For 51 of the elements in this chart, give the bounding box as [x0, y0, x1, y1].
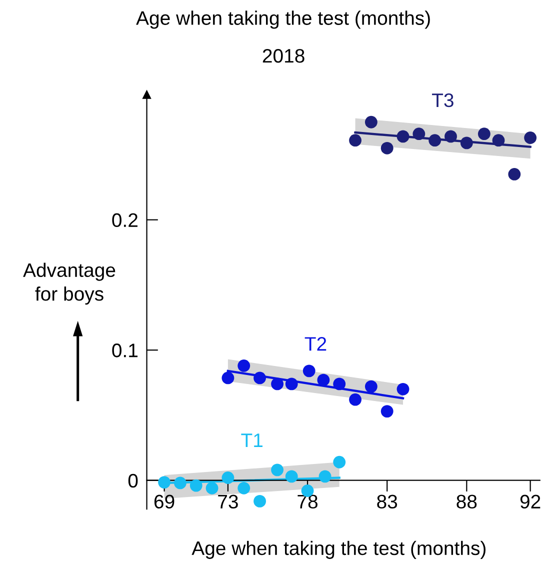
point: [271, 378, 284, 390]
point: [222, 372, 234, 384]
point: [444, 130, 457, 143]
y-tick-label: 0.2: [112, 213, 138, 228]
point: [428, 134, 442, 147]
point: [364, 116, 378, 128]
y-axis-title: Advantage for boys: [23, 262, 116, 305]
x-tick-label: 92: [520, 494, 540, 509]
point: [206, 482, 218, 494]
point: [333, 378, 346, 390]
point: [302, 364, 316, 378]
x-axis-title: Age when taking the test (months): [192, 540, 486, 559]
x-tick-label: 83: [377, 494, 398, 509]
point: [508, 168, 521, 180]
point: [396, 130, 410, 143]
point: [412, 128, 426, 140]
y-tick-label: 0: [128, 474, 138, 488]
point: [380, 142, 394, 154]
y-tick-label: 0.1: [112, 344, 138, 358]
chart-subtitle: 2018: [262, 48, 304, 63]
x-tick-label: 69: [154, 494, 174, 509]
chart-title: Age when taking the test (months): [136, 10, 430, 29]
point: [492, 134, 505, 147]
point: [318, 470, 332, 483]
point: [238, 482, 250, 494]
point: [349, 134, 362, 147]
x-tick-label: 78: [298, 494, 318, 509]
point: [158, 476, 170, 489]
point: [174, 476, 186, 490]
x-tick-label: 88: [456, 494, 477, 509]
point: [349, 393, 362, 406]
point: [238, 360, 250, 372]
point: [285, 378, 298, 390]
point: [190, 479, 202, 492]
point: [333, 456, 346, 468]
point: [364, 380, 378, 393]
x-tick-label: 73: [218, 494, 238, 509]
point: [396, 382, 410, 396]
point: [460, 136, 473, 150]
point: [380, 405, 394, 418]
point: [478, 128, 490, 140]
series-label: T2: [304, 336, 326, 351]
point: [524, 132, 537, 144]
series-label: T1: [241, 434, 262, 447]
point: [317, 374, 330, 386]
point: [222, 472, 234, 484]
point: [254, 372, 266, 384]
point: [271, 464, 284, 476]
point: [285, 470, 298, 483]
point: [254, 494, 266, 508]
series-label: T3: [432, 93, 454, 108]
